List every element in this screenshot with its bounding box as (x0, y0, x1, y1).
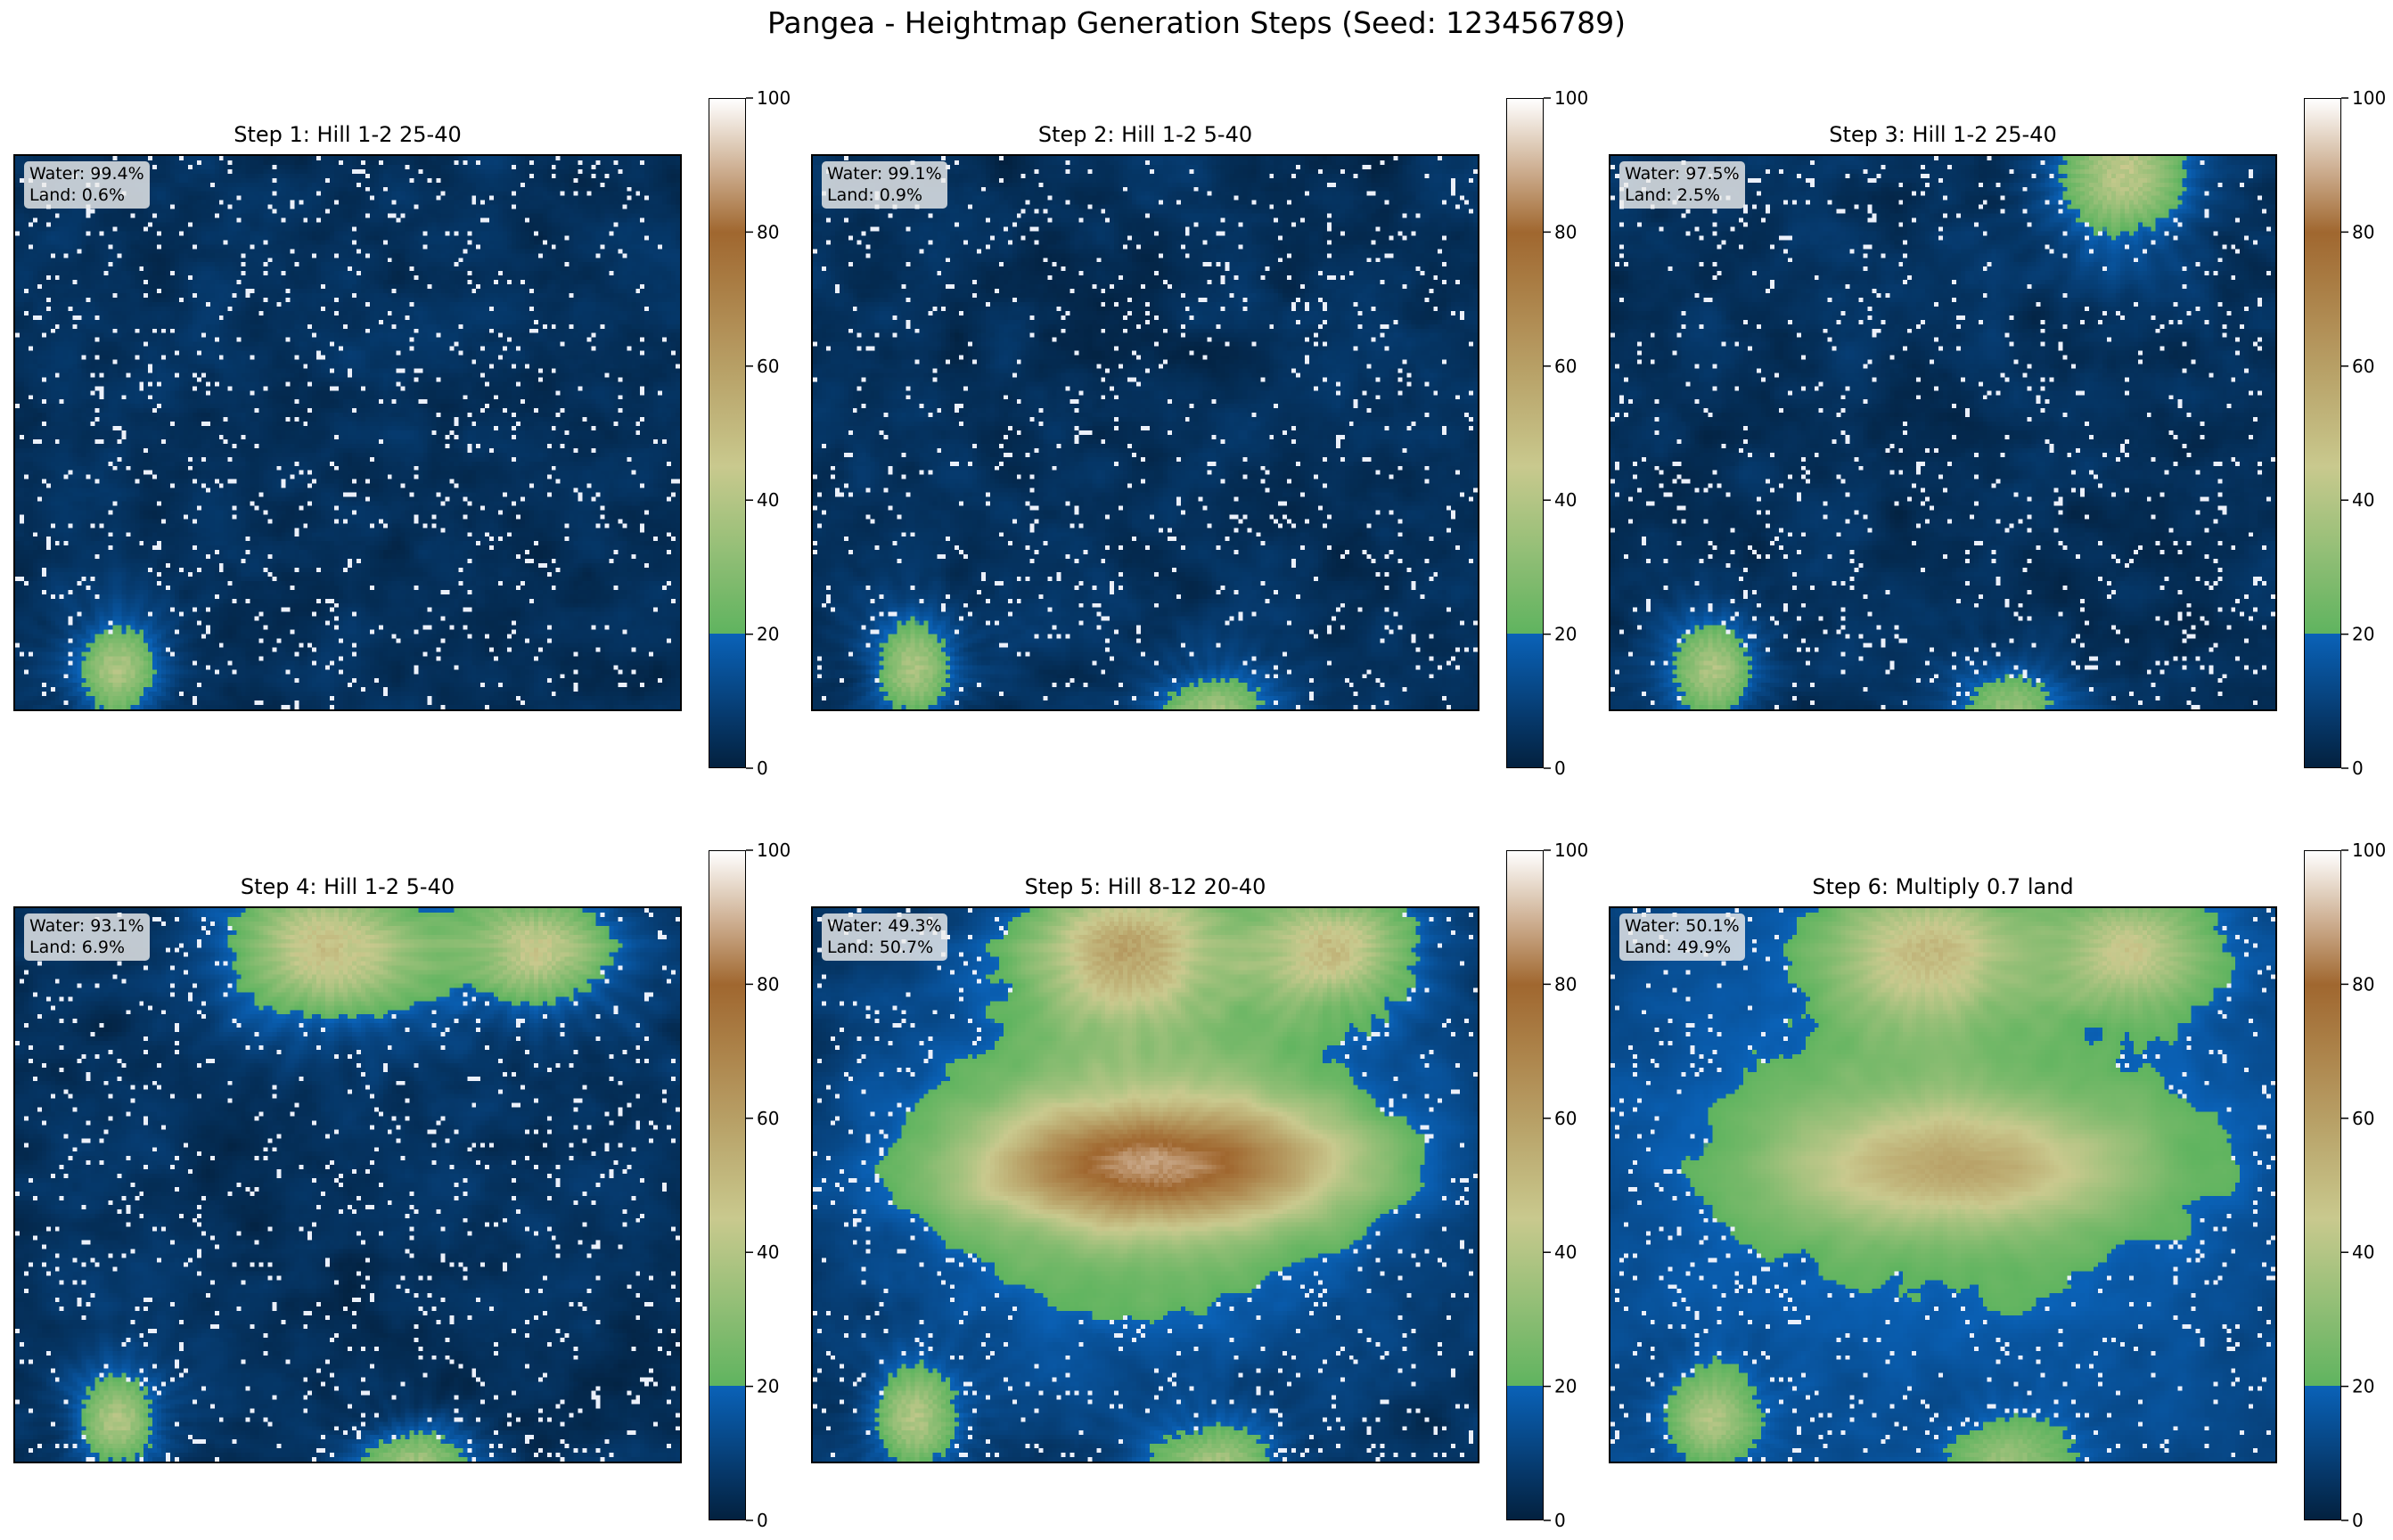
colorbar-axis: 0 20 40 60 80 100 (2341, 840, 2386, 1531)
colorbar-tick-label: 100 (757, 840, 791, 861)
water-land-stats: Water: 99.1% Land: 0.9% (822, 161, 947, 209)
land-value: 49.9% (1676, 938, 1732, 957)
water-value: 49.3% (888, 916, 942, 936)
heightmap: Water: 99.4% Land: 0.6% (13, 154, 682, 711)
water-land-stats: Water: 97.5% Land: 2.5% (1619, 161, 1745, 209)
colorbar-tick-label: 0 (1554, 758, 1566, 779)
colorbar-tick-label: 20 (757, 1376, 779, 1397)
colorbar-tick-label: 60 (757, 1108, 779, 1129)
land-label: Land: (827, 185, 880, 205)
heightmap: Water: 99.1% Land: 0.9% (811, 154, 1479, 711)
land-label: Land: (29, 185, 82, 205)
colorbar-tick-label: 20 (1554, 1376, 1577, 1397)
colorbar-axis: 0 20 40 60 80 100 (746, 87, 791, 779)
colorbar-tick-label: 60 (1554, 1108, 1577, 1129)
colorbar (2304, 850, 2341, 1520)
land-label: Land: (1625, 938, 1677, 957)
colorbar-tick-label: 100 (1554, 840, 1588, 861)
colorbar-axis: 0 20 40 60 80 100 (2341, 87, 2386, 779)
colorbar-tick-label: 40 (2352, 489, 2374, 511)
panel-title: Step 6: Multiply 0.7 land (1812, 874, 2074, 899)
colorbar-axis: 0 20 40 60 80 100 (1544, 840, 1588, 1531)
colorbar-axis: 0 20 40 60 80 100 (1544, 87, 1588, 779)
colorbar-tick-label: 20 (1554, 624, 1577, 645)
water-label: Water: (827, 164, 889, 184)
water-label: Water: (1625, 164, 1686, 184)
colorbar-tick-label: 0 (1554, 1510, 1566, 1531)
colorbar-tick-label: 80 (757, 221, 779, 242)
heightmap: Water: 49.3% Land: 50.7% (811, 906, 1479, 1463)
colorbar-tick-label: 40 (1554, 489, 1577, 511)
colorbar (709, 98, 746, 768)
colorbar-tick-label: 0 (2352, 1510, 2364, 1531)
land-value: 6.9% (81, 938, 126, 957)
water-land-stats: Water: 99.4% Land: 0.6% (24, 161, 150, 209)
colorbar-tick-label: 40 (757, 489, 779, 511)
colorbar-axis: 0 20 40 60 80 100 (746, 840, 791, 1531)
colorbar-tick-label: 40 (757, 1241, 779, 1263)
heightmap-canvas (813, 156, 1478, 709)
heightmap-canvas (1610, 156, 2275, 709)
colorbar-tick-label: 60 (2352, 356, 2374, 377)
colorbar-tick-label: 40 (1554, 1241, 1577, 1263)
colorbar-tick-label: 100 (2352, 840, 2386, 861)
colorbar-tick-label: 0 (2352, 758, 2364, 779)
panel-title: Step 4: Hill 1-2 5-40 (240, 874, 455, 899)
land-value: 0.6% (81, 185, 126, 205)
colorbar-tick-label: 0 (757, 1510, 768, 1531)
panel-title: Step 1: Hill 1-2 25-40 (234, 122, 462, 147)
colorbar-tick-label: 80 (2352, 221, 2374, 242)
water-value: 50.1% (1685, 916, 1740, 936)
heightmap-canvas (15, 908, 680, 1462)
land-label: Land: (827, 938, 880, 957)
colorbar-tick-label: 20 (757, 624, 779, 645)
colorbar-tick-label: 0 (757, 758, 768, 779)
colorbar-tick-label: 80 (1554, 973, 1577, 995)
colorbar-tick-label: 100 (2352, 87, 2386, 109)
panel-title: Step 2: Hill 1-2 5-40 (1037, 122, 1253, 147)
land-value: 50.7% (879, 938, 934, 957)
heightmap: Water: 93.1% Land: 6.9% (13, 906, 682, 1463)
colorbar-tick-label: 20 (2352, 1376, 2374, 1397)
colorbar (1506, 98, 1544, 768)
water-label: Water: (1625, 916, 1686, 936)
heightmap: Water: 50.1% Land: 49.9% (1609, 906, 2277, 1463)
water-label: Water: (827, 916, 889, 936)
heightmap-canvas (15, 156, 680, 709)
colorbar-tick-label: 100 (1554, 87, 1588, 109)
figure-title: Pangea - Heightmap Generation Steps (See… (766, 5, 1627, 40)
heightmap: Water: 97.5% Land: 2.5% (1609, 154, 2277, 711)
land-value: 2.5% (1676, 185, 1721, 205)
colorbar-tick-label: 40 (2352, 1241, 2374, 1263)
colorbar (2304, 98, 2341, 768)
land-label: Land: (29, 938, 82, 957)
colorbar-tick-label: 20 (2352, 624, 2374, 645)
colorbar-tick-label: 60 (757, 356, 779, 377)
panel-title: Step 5: Hill 8-12 20-40 (1024, 874, 1266, 899)
water-label: Water: (29, 164, 91, 184)
colorbar (1506, 850, 1544, 1520)
water-value: 93.1% (90, 916, 144, 936)
land-value: 0.9% (879, 185, 923, 205)
water-land-stats: Water: 49.3% Land: 50.7% (822, 913, 947, 961)
water-value: 97.5% (1685, 164, 1740, 184)
colorbar-tick-label: 60 (1554, 356, 1577, 377)
colorbar (709, 850, 746, 1520)
water-label: Water: (29, 916, 91, 936)
water-land-stats: Water: 50.1% Land: 49.9% (1619, 913, 1745, 961)
panel-title: Step 3: Hill 1-2 25-40 (1829, 122, 2057, 147)
water-land-stats: Water: 93.1% Land: 6.9% (24, 913, 150, 961)
colorbar-tick-label: 80 (1554, 221, 1577, 242)
colorbar-tick-label: 60 (2352, 1108, 2374, 1129)
land-label: Land: (1625, 185, 1677, 205)
water-value: 99.4% (90, 164, 144, 184)
colorbar-tick-label: 100 (757, 87, 791, 109)
water-value: 99.1% (888, 164, 942, 184)
colorbar-tick-label: 80 (2352, 973, 2374, 995)
heightmap-canvas (813, 908, 1478, 1462)
colorbar-tick-label: 80 (757, 973, 779, 995)
heightmap-canvas (1610, 908, 2275, 1462)
